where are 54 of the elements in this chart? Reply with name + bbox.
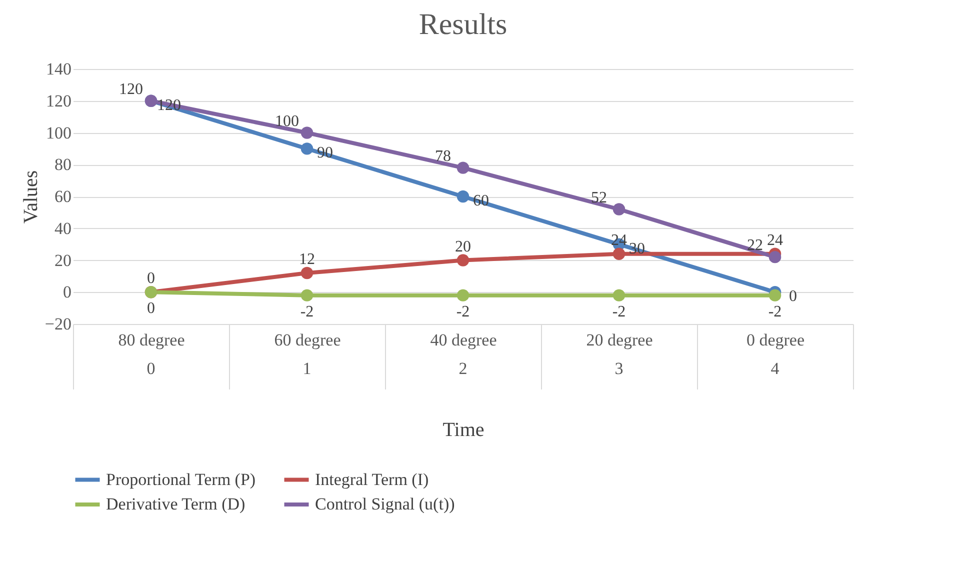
y-tick-label: −20: [44, 314, 72, 334]
y-axis-title: Values: [20, 170, 42, 224]
y-tick-label: 100: [46, 123, 72, 142]
point: [300, 142, 314, 155]
point: [456, 162, 470, 174]
data-label: -2: [456, 303, 470, 320]
point: [456, 254, 470, 266]
x-tick-label: 0 degree: [746, 330, 805, 350]
legend-label: Integral Term (I): [315, 470, 429, 489]
data-label: 120: [119, 80, 143, 98]
point: [456, 190, 470, 203]
y-tick-label: 140: [46, 60, 72, 78]
text: 3: [614, 359, 624, 378]
data-label: 100: [275, 112, 299, 130]
text: 0: [146, 359, 156, 378]
point: [300, 289, 314, 302]
legend-label: Proportional Term (P): [106, 470, 256, 489]
y-tick-label: 20: [54, 250, 72, 270]
point: [768, 289, 782, 302]
x-axis-title: Time: [442, 419, 484, 441]
point: [456, 289, 470, 302]
data-label: 24: [767, 232, 783, 249]
data-label: 0: [147, 270, 155, 288]
text: 2: [458, 359, 468, 378]
text: 1: [302, 359, 312, 378]
y-tick-label: 0: [63, 282, 72, 302]
point: [300, 266, 314, 280]
x-tick-label: 40 degree: [430, 330, 497, 350]
point: [768, 250, 782, 264]
x-tick-label: 20 degree: [586, 330, 653, 350]
legend-label: Control Signal (u(t)): [315, 494, 455, 514]
text: 4: [770, 359, 780, 378]
point: [300, 126, 314, 139]
data-label: -2: [300, 303, 314, 320]
y-tick-label: 80: [54, 155, 72, 174]
point: [612, 289, 626, 302]
x-tick-label: 60 degree: [274, 330, 341, 350]
y-tick-label: 40: [54, 218, 72, 238]
data-label: -2: [612, 303, 626, 320]
y-tick-label: 120: [46, 91, 72, 110]
point: [612, 248, 626, 260]
data-label: 52: [591, 189, 607, 206]
data-label: 0: [789, 288, 797, 306]
data-label: 30: [629, 240, 645, 258]
data-label: 78: [435, 148, 451, 165]
chart-title: Results: [418, 8, 508, 41]
data-label: 0: [147, 300, 155, 318]
legend-label: Derivative Term (D): [106, 494, 246, 514]
point: [612, 203, 626, 216]
y-tick-label: 60: [54, 187, 72, 206]
data-label: -2: [768, 303, 782, 320]
x-tick-label: 80 degree: [118, 330, 185, 350]
data-label: 12: [299, 251, 315, 268]
data-label: 20: [455, 238, 471, 256]
